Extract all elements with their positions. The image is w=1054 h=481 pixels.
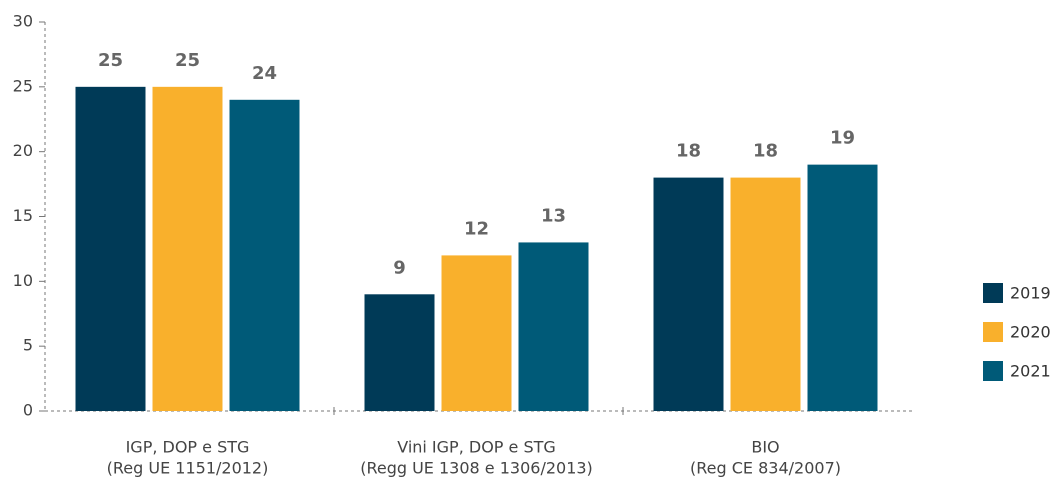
x-tick-label: Vini IGP, DOP e STG [397, 438, 556, 457]
y-tick-label: 0 [23, 401, 33, 420]
data-label: 18 [676, 141, 701, 162]
bar [518, 242, 589, 411]
bar [75, 86, 146, 411]
data-label: 13 [541, 205, 566, 226]
bar [653, 177, 724, 411]
legend-swatch [983, 361, 1003, 381]
bar [152, 86, 223, 411]
y-tick-label: 10 [13, 271, 33, 290]
bar [229, 99, 300, 412]
legend-swatch [983, 322, 1003, 342]
data-label: 12 [464, 218, 489, 239]
legend-label: 2021 [1010, 362, 1051, 381]
y-tick-label: 15 [13, 206, 33, 225]
x-tick-label: (Regg UE 1308 e 1306/2013) [360, 459, 593, 478]
legend-swatch [983, 283, 1003, 303]
data-label: 18 [753, 141, 778, 162]
y-tick-label: 30 [13, 12, 33, 31]
legend-label: 2019 [1010, 284, 1051, 303]
x-tick-label: IGP, DOP e STG [126, 438, 250, 457]
y-tick-label: 20 [13, 141, 33, 160]
data-label: 25 [98, 50, 123, 71]
bar [441, 255, 512, 411]
data-label: 9 [393, 257, 406, 278]
bar [730, 177, 801, 411]
data-label: 19 [830, 128, 855, 149]
data-label: 25 [175, 50, 200, 71]
y-tick-label: 5 [23, 336, 33, 355]
data-label: 24 [252, 63, 277, 84]
x-tick-label: (Reg CE 834/2007) [690, 459, 841, 478]
y-tick-label: 25 [13, 76, 33, 95]
x-tick-label: (Reg UE 1151/2012) [107, 459, 269, 478]
legend-label: 2020 [1010, 323, 1051, 342]
bar [364, 294, 435, 411]
bar [807, 164, 878, 411]
x-tick-label: BIO [751, 438, 779, 457]
